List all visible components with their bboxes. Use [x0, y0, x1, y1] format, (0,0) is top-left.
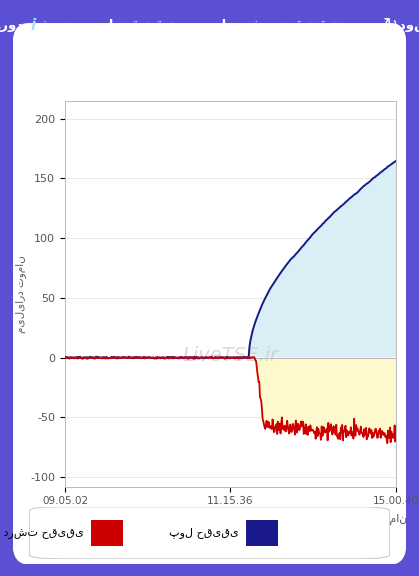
Y-axis label: میلیارد تومان: میلیارد تومان: [15, 255, 26, 332]
Text: های کالایی: های کالایی: [166, 52, 253, 66]
Text: ↻: ↻: [382, 16, 397, 34]
Bar: [91, 520, 123, 546]
X-axis label: زمان: زمان: [384, 514, 408, 525]
Bar: [246, 520, 278, 546]
Text: i: i: [31, 18, 36, 33]
FancyBboxPatch shape: [29, 507, 390, 559]
Text: پول درشت حقیقی: پول درشت حقیقی: [0, 527, 83, 539]
FancyBboxPatch shape: [13, 23, 406, 564]
Text: ورود و خروج پول حقیقی و پول درشت حقیقی به صندوق: ورود و خروج پول حقیقی و پول درشت حقیقی ب…: [0, 18, 419, 32]
Text: LiveTSE.ir: LiveTSE.ir: [182, 346, 279, 365]
Text: پول حقیقی: پول حقیقی: [168, 527, 238, 539]
